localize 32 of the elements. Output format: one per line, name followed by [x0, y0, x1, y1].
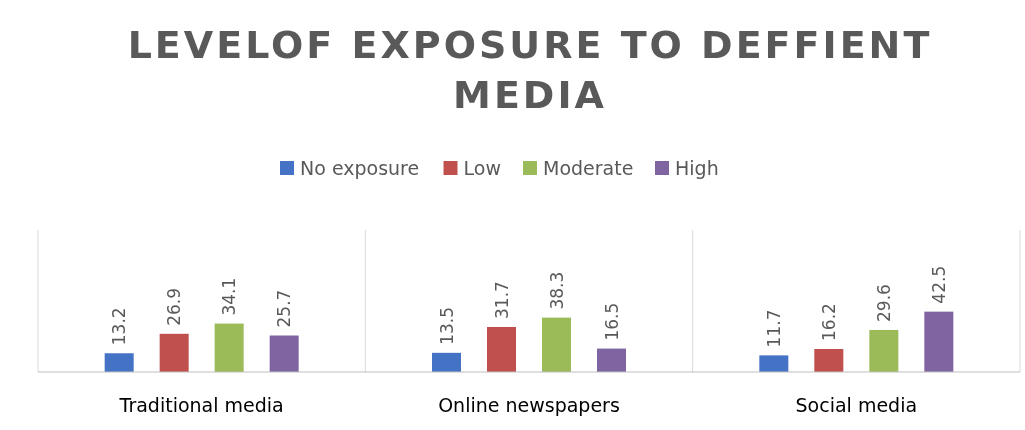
x-tick-label: Online newspapers: [438, 394, 620, 416]
data-label: 13.2: [109, 307, 130, 346]
legend-label: High: [675, 157, 719, 179]
data-label: 16.5: [601, 302, 622, 341]
data-label: 25.7: [274, 289, 295, 328]
bar: [869, 329, 899, 372]
bar: [432, 352, 461, 372]
bar: [814, 349, 844, 372]
legend-label: No exposure: [300, 157, 420, 179]
data-label: 16.2: [818, 303, 839, 341]
data-label: 13.5: [436, 306, 457, 345]
data-label: 11.7: [763, 309, 784, 348]
bar: [104, 353, 134, 372]
bar: [159, 333, 189, 372]
bar: [487, 326, 516, 372]
bar: [542, 317, 571, 372]
data-label: 42.5: [928, 265, 949, 304]
x-tick-label: Traditional media: [118, 394, 284, 416]
data-label: 29.6: [873, 284, 894, 322]
bar: [269, 335, 299, 372]
chart-title: LEVELOF EXPOSURE TO DEFFIENT MEDIA: [127, 23, 933, 117]
bar: [214, 323, 244, 372]
legend-label: Low: [463, 157, 501, 179]
data-label: 38.3: [546, 271, 567, 310]
data-label: 26.9: [164, 287, 185, 326]
legend-label: Moderate: [543, 157, 634, 179]
data-label: 34.1: [219, 277, 240, 316]
bar: [759, 355, 789, 372]
data-label: 31.7: [491, 281, 512, 319]
x-tick-label: Social media: [795, 394, 918, 416]
bar: [597, 348, 626, 372]
bar: [924, 311, 954, 372]
